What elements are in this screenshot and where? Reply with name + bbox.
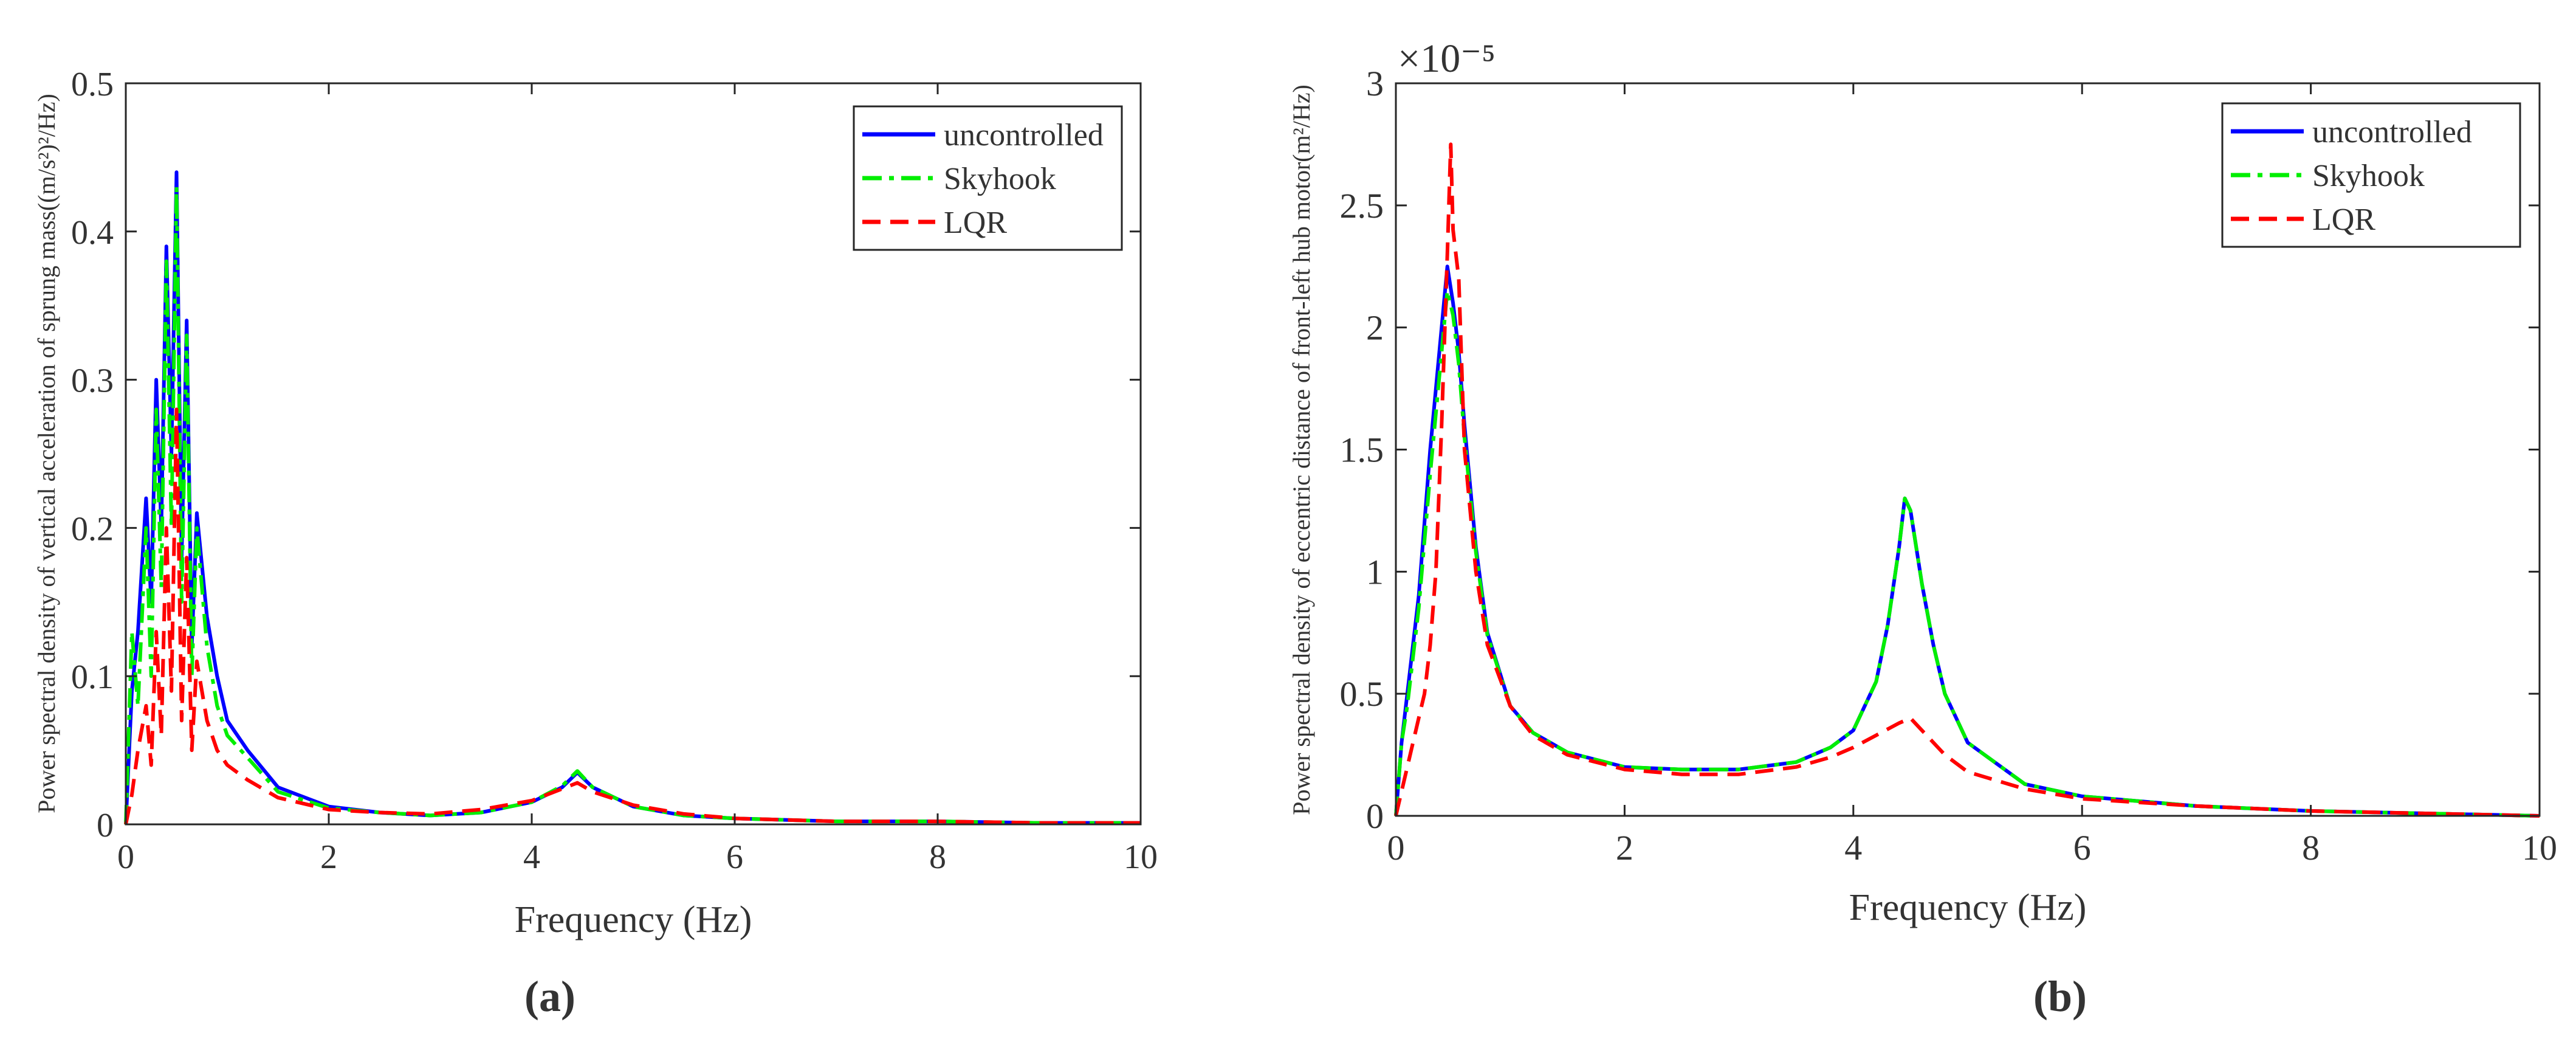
legend-label-lqr: LQR (2312, 202, 2375, 237)
x-tick-label: 2 (320, 838, 337, 876)
legend-b: uncontrolled Skyhook LQR (2221, 102, 2521, 248)
x-tick-label: 6 (726, 838, 743, 876)
tick-layer-a: 0 2 4 6 8 10 0 0.1 0.2 0.3 0.4 0.5 (71, 66, 1158, 876)
panel-label-b: (b) (2033, 972, 2087, 1021)
y-axis-label-b: Power spectral density of eccentric dist… (1288, 85, 1315, 815)
y-tick-label: 0 (1366, 796, 1384, 836)
x-axis-label-b: Frequency (Hz) (1849, 887, 2087, 928)
y-tick-label: 2.5 (1340, 186, 1384, 226)
series-line-lqr-a (124, 407, 1141, 825)
legend-label-skyhook: Skyhook (2312, 159, 2425, 193)
y-tick-label: 2 (1366, 308, 1384, 348)
x-axis-label-a: Frequency (Hz) (515, 899, 752, 940)
series-line-skyhook-b (1394, 289, 2540, 818)
x-tick-label: 8 (929, 838, 946, 876)
x-tick-label: 8 (2302, 828, 2320, 868)
series-layer-a (124, 170, 1141, 825)
chart-panel-b: 0 2 4 6 8 10 0 0.5 1 1.5 2 2.5 3 ×10⁻⁵ Frequency (Hz… (1288, 36, 2557, 1021)
x-tick-label: 10 (2522, 828, 2557, 868)
y-tick-label: 3 (1366, 64, 1384, 103)
legend-a: uncontrolled Skyhook LQR (853, 105, 1123, 251)
legend-label-skyhook: Skyhook (944, 162, 1056, 196)
series-layer-b (1394, 142, 2540, 818)
y-tick-label: 0.2 (71, 510, 114, 548)
series-line-lqr-b (1394, 142, 2540, 818)
x-tick-label: 0 (117, 838, 134, 876)
tick-layer-b: 0 2 4 6 8 10 0 0.5 1 1.5 2 2.5 3 (1340, 64, 2558, 868)
x-tick-label: 4 (1844, 828, 1862, 868)
legend-box (853, 105, 1123, 251)
y-axis-label-a: Power spectral density of vertical accel… (33, 94, 60, 813)
series-line-uncontrolled-b (1394, 264, 2540, 818)
y-tick-label: 0.3 (71, 362, 114, 400)
series-line-uncontrolled-a (124, 170, 1141, 825)
x-tick-label: 6 (2073, 828, 2091, 868)
x-tick-label: 0 (1387, 828, 1405, 868)
legend-label-uncontrolled: uncontrolled (2312, 115, 2472, 150)
y-tick-label: 0.5 (71, 66, 114, 103)
plot-frame-a (125, 82, 1142, 826)
chart-panel-a: 0 2 4 6 8 10 0 0.1 0.2 0.3 0.4 0.5 Frequency (Hz) P… (33, 66, 1158, 1021)
exponent-label-b: ×10⁻⁵ (1398, 36, 1496, 81)
y-tick-label: 0.5 (1340, 674, 1384, 714)
series-line-skyhook-a (124, 185, 1141, 825)
legend-label-uncontrolled: uncontrolled (944, 118, 1104, 153)
y-tick-label: 0 (97, 807, 114, 844)
y-tick-label: 1 (1366, 552, 1384, 592)
x-tick-label: 4 (523, 838, 540, 876)
x-tick-label: 2 (1616, 828, 1633, 868)
y-tick-label: 0.4 (71, 214, 114, 252)
x-tick-label: 10 (1124, 838, 1158, 876)
panel-label-a: (a) (524, 972, 575, 1021)
y-tick-label: 0.1 (71, 658, 114, 696)
y-tick-label: 1.5 (1340, 430, 1384, 470)
legend-label-lqr: LQR (944, 205, 1007, 240)
